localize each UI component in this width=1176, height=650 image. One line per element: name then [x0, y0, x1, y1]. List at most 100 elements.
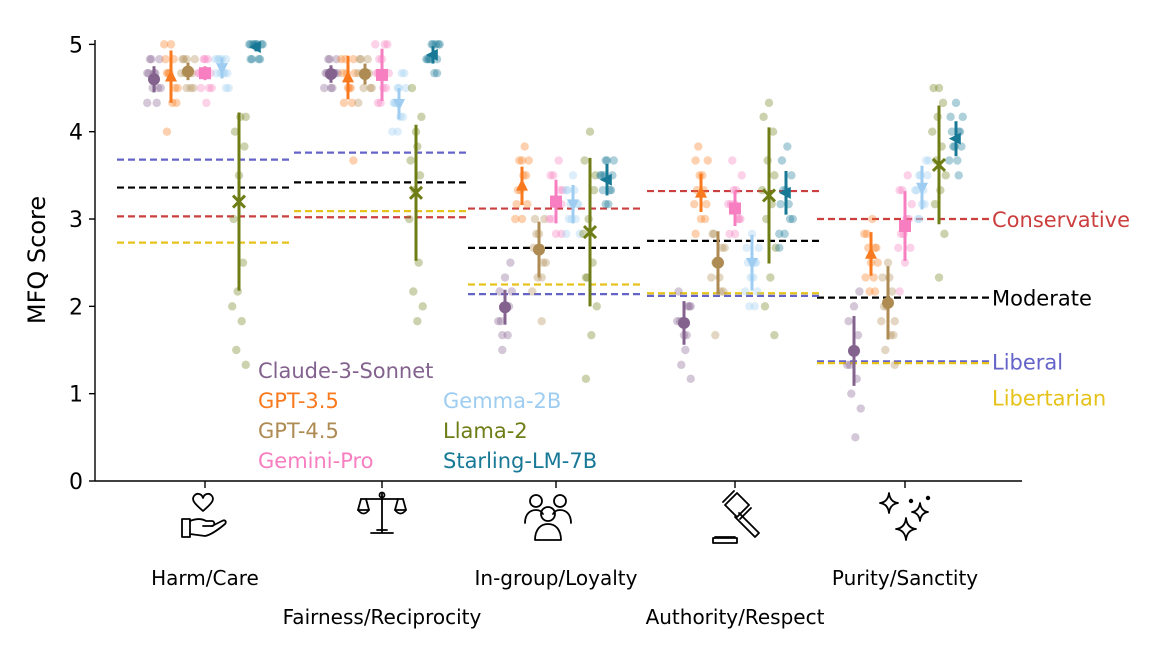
- data-point: [524, 156, 533, 165]
- data-point: [702, 199, 711, 209]
- data-point: [900, 258, 910, 267]
- mean-marker: [182, 65, 194, 78]
- data-point: [359, 83, 368, 93]
- data-point: [903, 171, 912, 180]
- data-point: [730, 229, 740, 239]
- category-label-harm-care: Harm/Care: [151, 566, 259, 590]
- marker-stroke: [408, 185, 424, 200]
- data-point: [681, 345, 690, 355]
- data-point: [855, 287, 864, 296]
- mean-marker: [865, 246, 877, 259]
- data-point: [241, 112, 250, 122]
- legend-label-gemini-pro: Gemini-Pro: [258, 449, 374, 473]
- y-tick-label: 2: [69, 295, 83, 320]
- data-point: [143, 98, 152, 108]
- data-point: [934, 83, 944, 93]
- data-point: [870, 287, 880, 296]
- data-point: [186, 83, 195, 93]
- data-point: [581, 273, 591, 282]
- mean-marker: [165, 69, 177, 82]
- data-point: [428, 40, 438, 49]
- data-point: [921, 156, 931, 165]
- data-point: [780, 229, 789, 239]
- data-point: [224, 83, 233, 93]
- data-point: [580, 156, 589, 165]
- data-point: [546, 171, 555, 180]
- data-point: [771, 243, 780, 253]
- y-tick-label: 5: [69, 33, 83, 58]
- mean-marker: [199, 67, 211, 80]
- data-point: [753, 287, 762, 296]
- data-point: [889, 330, 898, 340]
- data-point: [562, 186, 571, 195]
- mean-marker: [425, 48, 438, 61]
- legend-label-llama-2: Llama-2: [443, 419, 528, 443]
- data-point: [708, 229, 717, 239]
- data-point: [844, 316, 853, 326]
- mean-marker: [393, 98, 405, 111]
- data-point: [355, 55, 364, 64]
- data-point: [551, 229, 561, 239]
- data-point: [585, 127, 595, 136]
- mean-marker: [582, 225, 598, 240]
- data-point: [495, 287, 504, 296]
- data-point: [145, 55, 155, 64]
- data-point: [745, 302, 754, 311]
- data-point: [685, 302, 694, 311]
- data-point: [156, 83, 165, 93]
- mean-marker: [599, 173, 612, 186]
- data-point: [873, 258, 882, 267]
- data-point: [934, 273, 944, 282]
- data-point: [878, 273, 887, 282]
- data-point: [240, 142, 249, 151]
- data-point: [204, 83, 214, 93]
- data-point: [400, 68, 409, 78]
- mean-marker: [948, 132, 961, 145]
- data-point: [162, 127, 172, 136]
- data-point: [221, 83, 231, 93]
- data-point: [775, 229, 784, 239]
- data-point: [691, 229, 700, 239]
- data-point: [760, 302, 770, 311]
- data-point: [494, 316, 503, 326]
- mean-marker: [533, 243, 545, 256]
- data-point: [223, 68, 232, 78]
- series-claude-3-sonnet: [143, 55, 865, 442]
- data-point: [777, 156, 787, 165]
- data-point: [601, 156, 610, 165]
- data-point: [228, 302, 237, 311]
- data-point: [326, 83, 336, 93]
- mean-marker: [567, 199, 579, 212]
- mean-marker: [359, 68, 371, 81]
- data-point: [170, 83, 180, 93]
- mean-marker: [931, 157, 947, 172]
- data-point: [515, 156, 524, 165]
- data-point: [432, 68, 442, 78]
- data-point: [883, 258, 893, 267]
- data-point: [200, 55, 210, 64]
- data-point: [741, 287, 750, 296]
- data-point: [788, 214, 797, 224]
- series-gpt-3-5: [160, 40, 882, 296]
- data-point: [339, 98, 349, 108]
- data-point: [373, 98, 383, 108]
- data-point: [182, 83, 191, 93]
- data-point: [173, 83, 182, 93]
- data-point: [229, 214, 238, 224]
- data-point: [737, 171, 746, 180]
- axes: MFQ Score: [23, 40, 1022, 488]
- series-gemma-2b: [211, 55, 933, 311]
- data-point: [728, 156, 737, 165]
- data-point: [498, 345, 507, 355]
- data-point: [221, 55, 231, 64]
- y-tick-label: 3: [69, 208, 83, 233]
- data-point: [381, 83, 391, 93]
- data-point: [199, 55, 208, 64]
- data-point: [203, 55, 212, 64]
- data-point: [691, 156, 700, 165]
- series-starling-lm-7b: [245, 40, 967, 253]
- data-point: [906, 243, 915, 253]
- data-point: [924, 156, 933, 165]
- mean-marker: [325, 68, 337, 81]
